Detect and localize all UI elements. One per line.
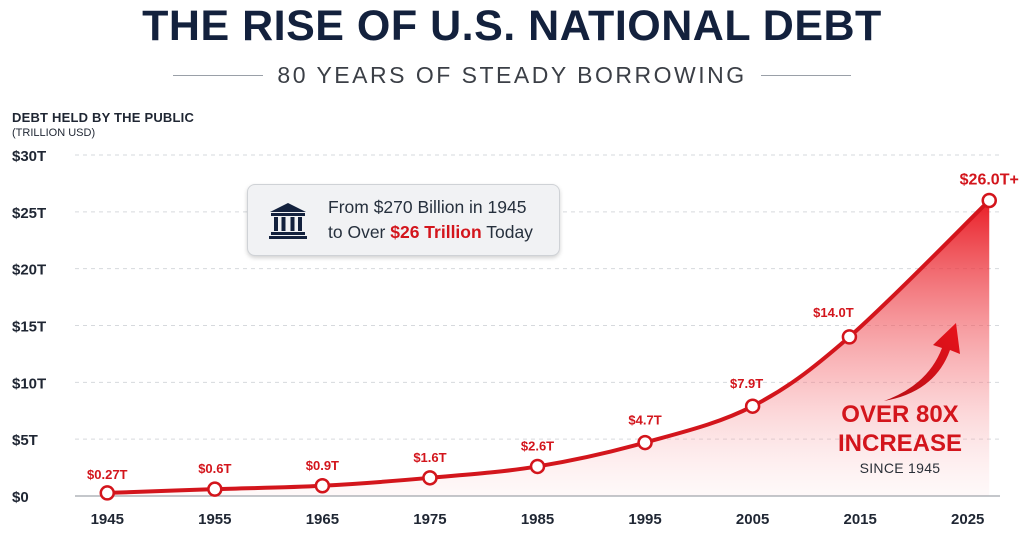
data-label: $0.6T [198, 461, 231, 476]
data-label: $7.9T [730, 376, 763, 391]
data-point [207, 481, 223, 497]
chart-title: THE RISE OF U.S. NATIONAL DEBT [142, 2, 882, 50]
data-label: $0.9T [306, 458, 339, 473]
y-axis-unit: (TRILLION USD) [12, 127, 96, 139]
increase-annotation: OVER 80X INCREASE SINCE 1945 [820, 400, 980, 476]
y-tick-label: $0 [12, 489, 29, 506]
bank-building-icon [269, 203, 307, 239]
x-tick-label: 1995 [628, 511, 661, 528]
callout-line-1: From $270 Billion in 1945 [328, 197, 527, 217]
data-label: $2.6T [521, 438, 554, 453]
y-tick-label: $10T [12, 375, 46, 392]
data-point [637, 434, 653, 451]
callout-line-2-prefix: to Over [328, 222, 391, 242]
y-tick-label: $15T [12, 319, 46, 336]
annotation-line-3: SINCE 1945 [859, 460, 941, 476]
data-label: $4.7T [628, 413, 661, 428]
x-tick-label: 1965 [306, 511, 339, 528]
increase-arrow-icon [884, 323, 960, 401]
subtitle-row: 80 YEARS OF STEADY BORROWING [0, 62, 1024, 89]
y-tick-label: $5T [12, 432, 38, 449]
x-tick-label: 1945 [91, 511, 124, 528]
data-point [529, 458, 546, 475]
subtitle-rule-left [173, 75, 264, 76]
y-axis-label: DEBT HELD BY THE PUBLIC [12, 110, 195, 125]
callout-highlight: $26 Trillion [390, 222, 482, 242]
callout-box: From $270 Billion in 1945 to Over $26 Tr… [247, 184, 560, 256]
annotation-line-2: INCREASE [837, 430, 963, 457]
annotation-line-1: OVER 80X [841, 401, 959, 428]
debt-area-fill [107, 200, 990, 496]
data-point [841, 329, 858, 345]
x-tick-label: 1975 [413, 511, 446, 528]
data-point [744, 398, 761, 414]
data-label: $14.0T [813, 305, 854, 320]
callout-line-2-suffix: Today [481, 222, 533, 242]
y-tick-label: $20T [12, 262, 46, 279]
data-point [422, 470, 438, 486]
x-tick-label: 2005 [736, 511, 769, 528]
callout-text: From $270 Billion in 1945 to Over $26 Tr… [328, 195, 533, 245]
y-tick-label: $25T [12, 205, 46, 222]
data-point [99, 485, 116, 501]
chart-subtitle: 80 YEARS OF STEADY BORROWING [277, 62, 747, 88]
subtitle-rule-right [760, 75, 851, 76]
x-tick-label: 2025 [951, 511, 984, 528]
data-point [981, 192, 997, 209]
x-tick-label: 1955 [198, 511, 231, 528]
x-tick-label: 2015 [843, 511, 876, 528]
data-label: $0.27T [87, 467, 128, 482]
y-tick-label: $30T [12, 148, 46, 165]
data-label: $1.6T [413, 450, 446, 465]
data-point [314, 478, 331, 494]
data-label: $26.0T+ [960, 171, 1019, 188]
callout-line-2: to Over $26 Trillion Today [328, 220, 533, 245]
x-tick-label: 1985 [521, 511, 554, 528]
